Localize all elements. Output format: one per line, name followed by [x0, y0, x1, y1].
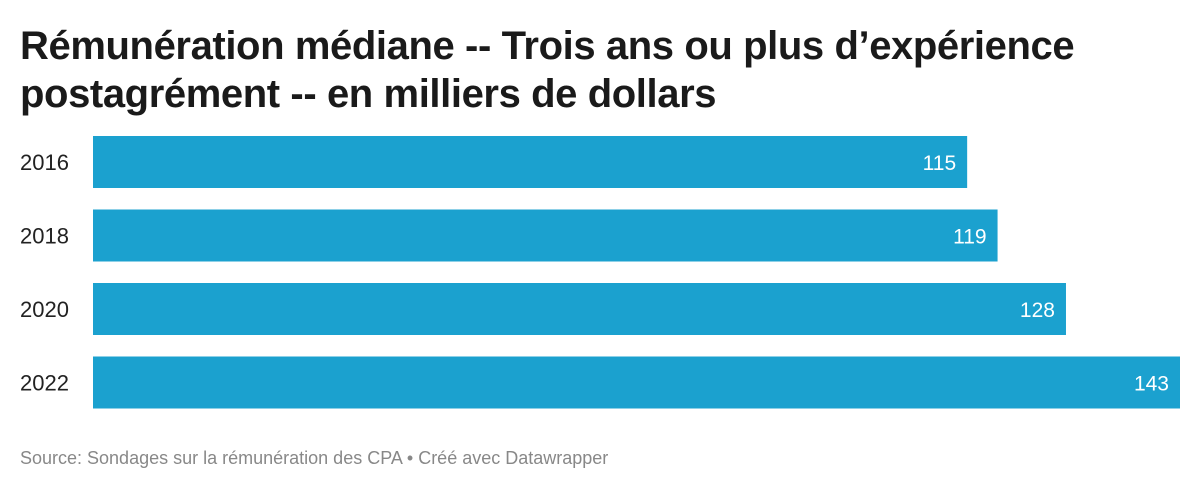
bar-value-label: 115	[923, 152, 956, 175]
bar	[93, 136, 968, 188]
bar-value-label: 143	[1134, 373, 1169, 396]
category-label: 2022	[20, 371, 69, 396]
chart-title: Rémunération médiane -- Trois ans ou plu…	[20, 24, 1075, 116]
bar-value-label: 128	[1020, 299, 1055, 322]
bar	[93, 283, 1066, 335]
category-label: 2020	[20, 297, 69, 322]
bar	[93, 356, 1180, 409]
bar-value-label: 119	[953, 226, 986, 249]
category-label: 2018	[20, 224, 69, 249]
bar	[93, 209, 998, 262]
category-label: 2016	[20, 150, 69, 175]
bars-layer: 2016 115 2018 119 2020 128 2022 143	[20, 136, 1180, 409]
source-note: Source: Sondages sur la rémunération des…	[20, 448, 609, 468]
